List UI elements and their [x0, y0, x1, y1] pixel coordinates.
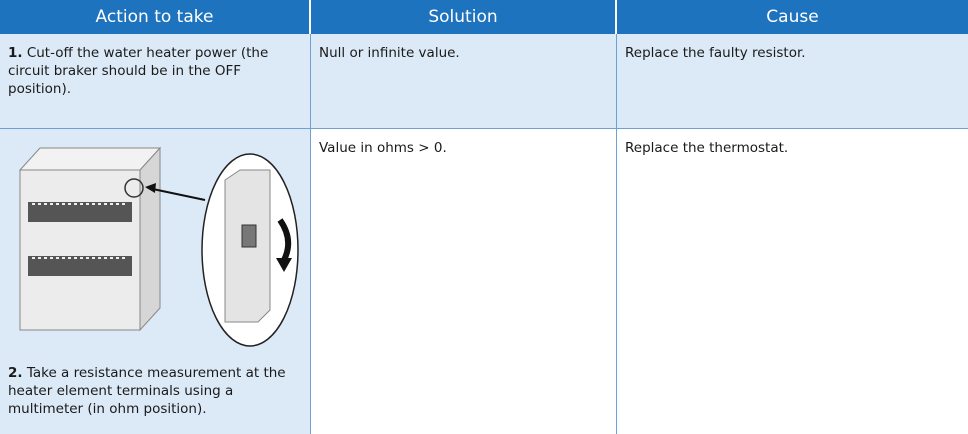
illustration-shape: [18, 147, 162, 171]
illustration-shape: [139, 146, 161, 332]
header-cell: Solution: [311, 0, 615, 34]
step-text: Cut-off the water heater power (the circ…: [8, 45, 269, 97]
solution-cell: Value in ohms > 0.: [319, 140, 447, 156]
illustration-shape: [19, 169, 141, 331]
cause-cell: Replace the faulty resistor.: [617, 34, 968, 128]
divider: [310, 34, 311, 434]
header-cell: Action to take: [0, 0, 309, 34]
illustration-shape: [32, 203, 128, 259]
illustration-shape: [124, 178, 144, 198]
step: 2. Take a resistance measurement at the …: [0, 358, 310, 428]
step: 1. Cut-off the water heater power (the c…: [8, 44, 298, 98]
solution-cell: Null or infinite value.: [311, 34, 616, 128]
divider: [616, 34, 617, 434]
divider: [0, 128, 968, 129]
illustration: [18, 146, 299, 347]
illustration-shape: [276, 258, 292, 272]
step-text: Take a resistance measurement at the hea…: [8, 365, 286, 417]
illustration-shape: [28, 202, 132, 222]
illustration-shape: [277, 218, 292, 262]
illustration-shape: [147, 187, 206, 201]
illustration-shape: [241, 224, 257, 248]
illustration-shape: [145, 183, 156, 193]
illustration-shape: [28, 256, 132, 276]
cause-cell: Replace the thermostat.: [625, 140, 789, 156]
step-number: 2.: [8, 365, 23, 381]
header-cell: Cause: [617, 0, 968, 34]
step-number: 1.: [8, 45, 23, 61]
